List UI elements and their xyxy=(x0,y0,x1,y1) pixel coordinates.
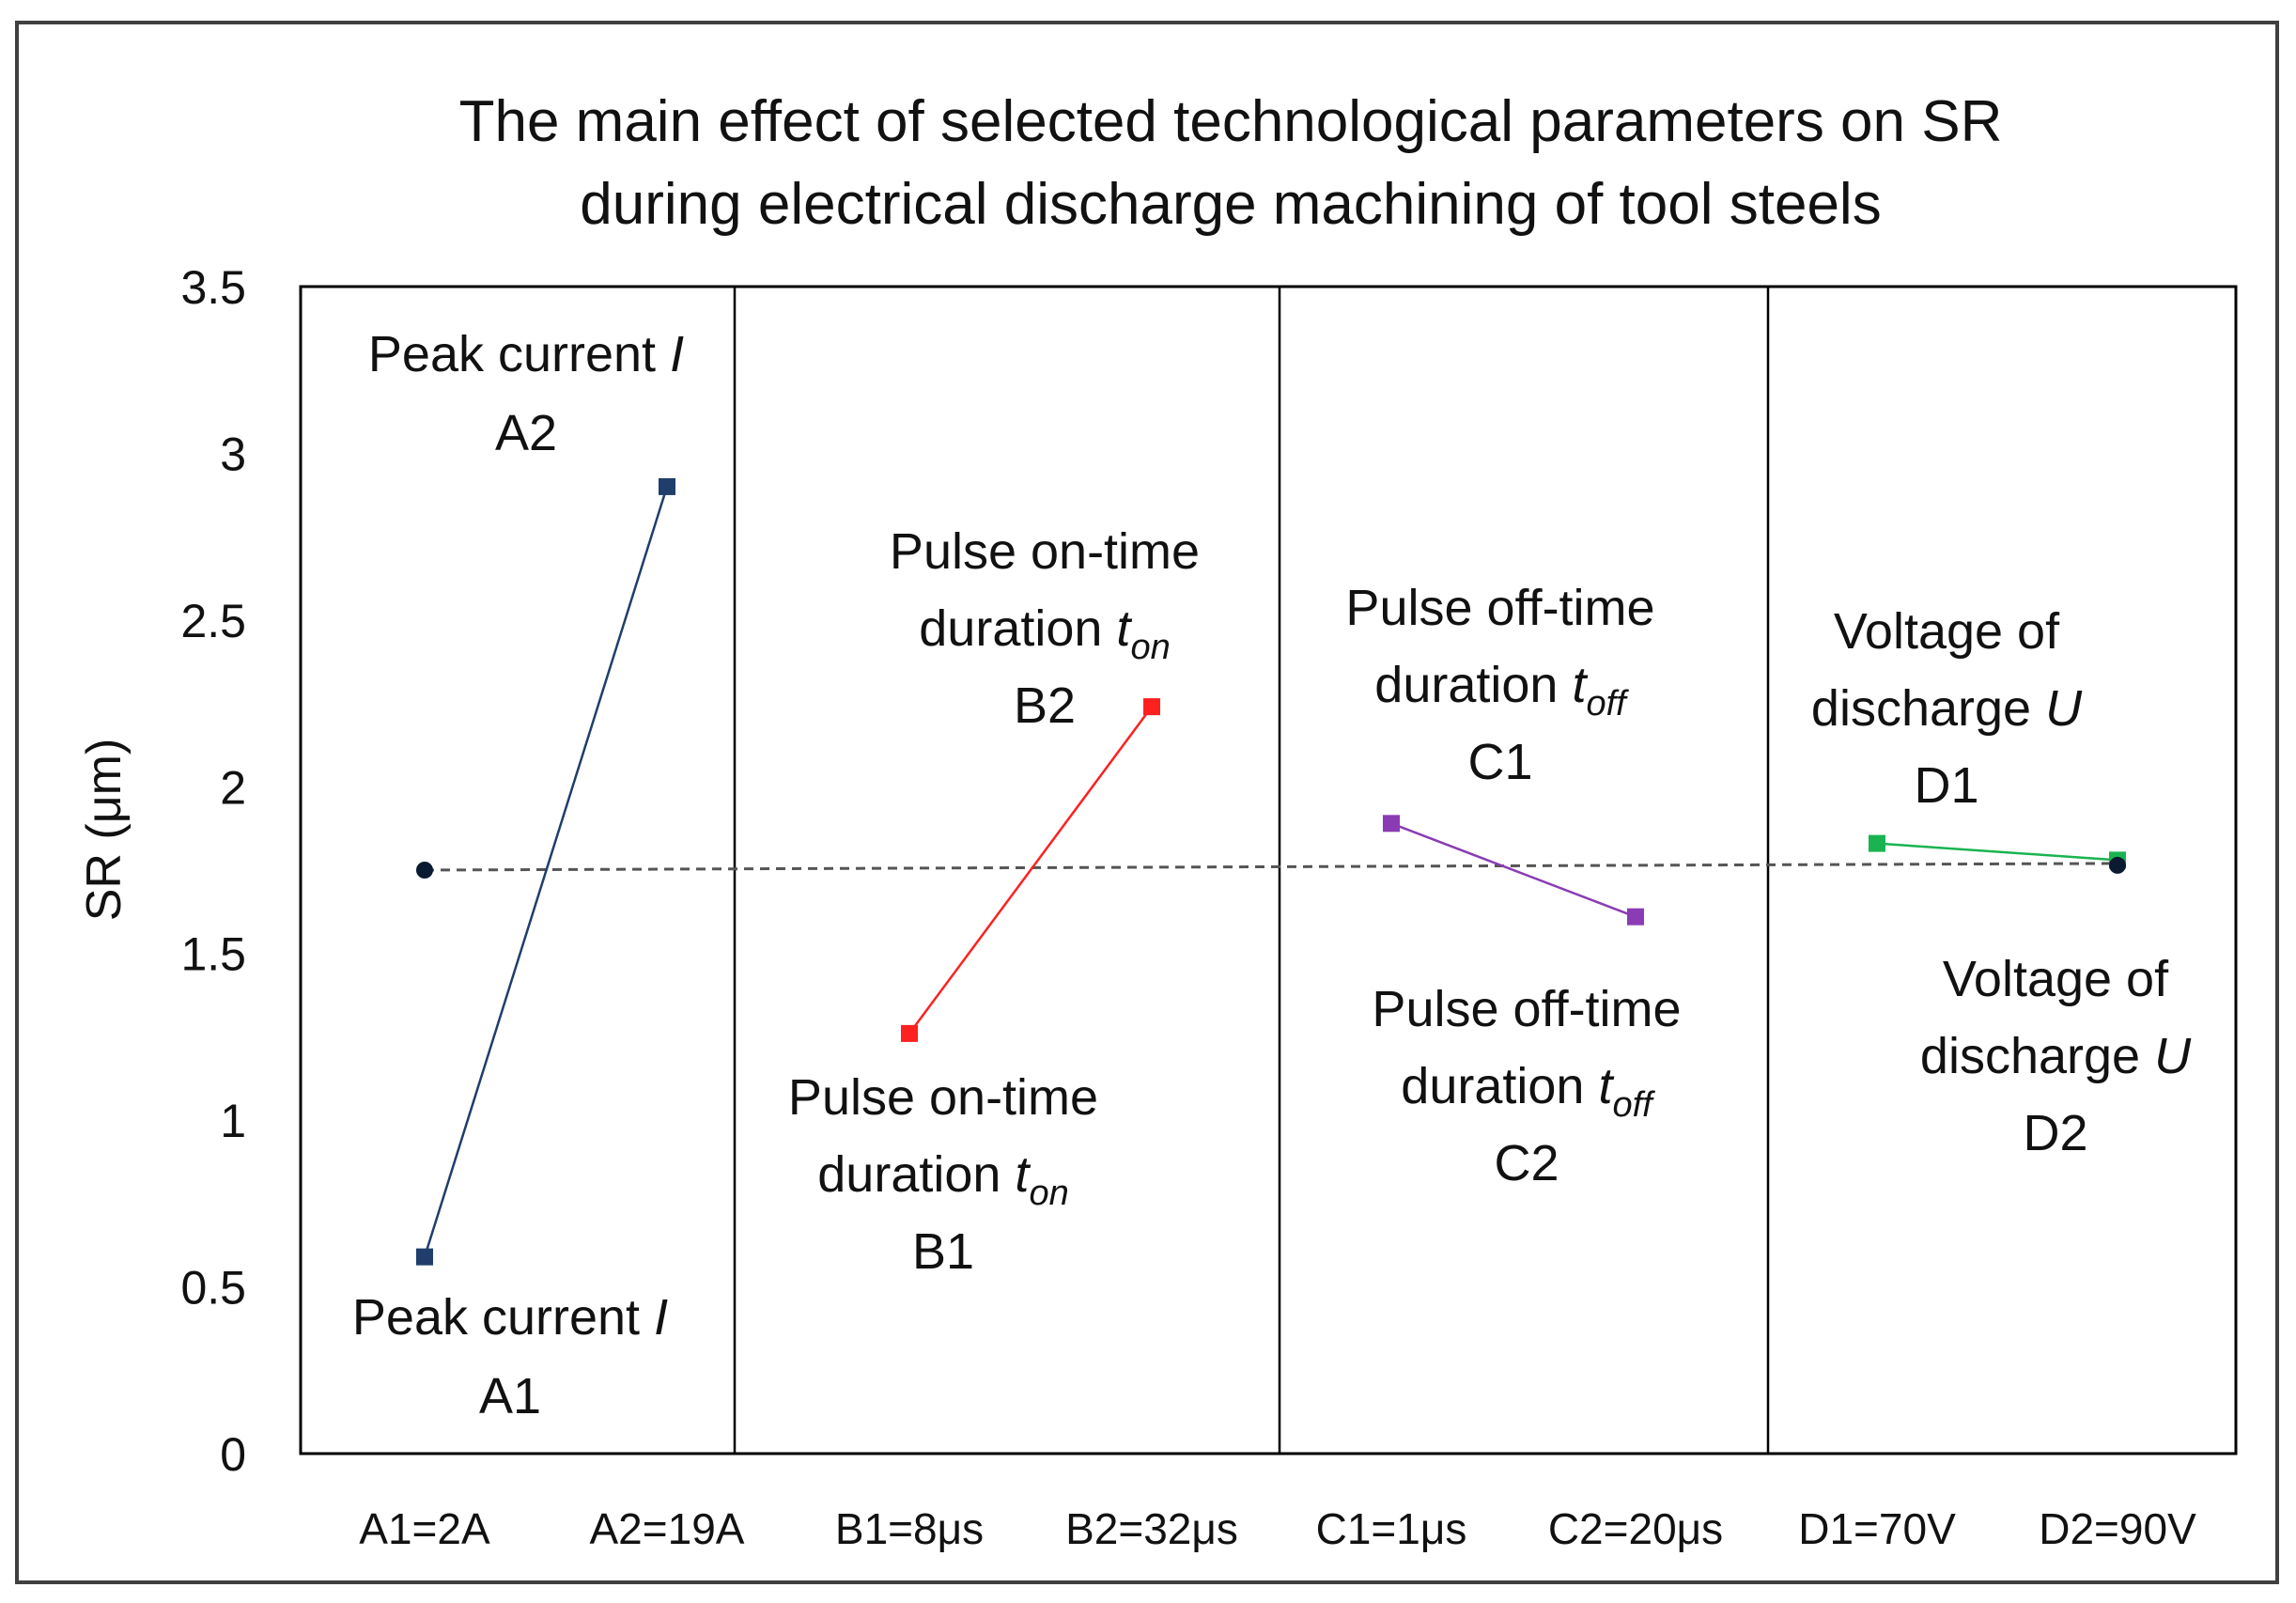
annotation-d2: Voltage of discharge U D2 xyxy=(1920,951,2192,1161)
x-tick-label: A2=19A xyxy=(590,1504,745,1553)
chart-title-line-1: The main effect of selected technologica… xyxy=(459,89,2003,154)
x-tick-label: D2=90V xyxy=(2039,1504,2196,1553)
annotation-d1-line-3: D1 xyxy=(1914,757,1978,814)
annotation-c1: Pulse off-time duration toff C1 xyxy=(1345,580,1654,790)
annotation-d2-line-1: Voltage of xyxy=(1943,951,2169,1007)
mean-dot-left xyxy=(416,862,433,879)
y-tick-label: 1 xyxy=(220,1095,246,1147)
data-point-A2=19A xyxy=(659,477,675,495)
annotation-d1-line-1: Voltage of xyxy=(1834,603,2060,660)
annotation-a2-line-1: Peak current I xyxy=(368,326,684,382)
annotation-a2: Peak current I A2 xyxy=(368,326,684,461)
series-line-1 xyxy=(423,486,669,1258)
series-line-2 xyxy=(908,706,1154,1035)
series-line-3 xyxy=(1390,822,1637,918)
y-tick-label: 0 xyxy=(220,1428,246,1481)
plot-border xyxy=(299,285,2238,1455)
annotation-a1-line-2: A1 xyxy=(479,1368,541,1424)
y-tick-label: 1.5 xyxy=(180,928,246,981)
annotation-b2-line-2: duration ton xyxy=(919,600,1170,667)
y-axis-label: SR (μm) xyxy=(77,739,132,922)
annotation-b2-line-1: Pulse on-time xyxy=(890,523,1200,580)
y-tick-label: 0.5 xyxy=(180,1262,246,1315)
y-tick-label: 2.5 xyxy=(180,595,246,647)
annotation-d1: Voltage of discharge U D1 xyxy=(1811,603,2083,814)
x-tick-label: C2=20μs xyxy=(1548,1504,1723,1553)
x-tick-label: B2=32μs xyxy=(1065,1504,1238,1553)
series-line-4 xyxy=(1876,842,2118,862)
annotation-c2: Pulse off-time duration toff C2 xyxy=(1372,981,1681,1191)
x-tick-label: A1=2A xyxy=(359,1504,490,1553)
annotation-c1-line-1: Pulse off-time xyxy=(1345,580,1654,636)
y-tick-label: 3 xyxy=(220,428,246,480)
data-point-C2=20μs xyxy=(1627,908,1644,926)
mean-dot-right xyxy=(2109,856,2126,874)
annotation-d2-line-3: D2 xyxy=(2023,1105,2087,1161)
data-point-D1=70V xyxy=(1869,834,1885,852)
annotation-b1: Pulse on-time duration ton B1 xyxy=(788,1069,1098,1280)
annotation-b2: Pulse on-time duration ton B2 xyxy=(890,523,1200,734)
annotation-c2-line-1: Pulse off-time xyxy=(1372,981,1681,1037)
annotation-d1-line-2: discharge U xyxy=(1811,680,2083,737)
data-point-A1=2A xyxy=(416,1248,433,1266)
y-tick-label: 3.5 xyxy=(180,261,246,314)
annotation-c1-line-2: duration toff xyxy=(1374,657,1629,724)
chart-frame xyxy=(15,21,2279,1584)
data-point-C1=1μs xyxy=(1383,815,1400,833)
chart-title-line-2: during electrical discharge machining of… xyxy=(580,172,1881,237)
annotation-b1-line-3: B1 xyxy=(912,1223,974,1280)
annotation-d2-line-2: discharge U xyxy=(1920,1028,2192,1084)
annotation-c2-line-3: C2 xyxy=(1494,1135,1559,1191)
annotation-c1-line-3: C1 xyxy=(1467,734,1532,790)
annotation-b2-line-3: B2 xyxy=(1014,677,1076,734)
x-tick-label: D1=70V xyxy=(1798,1504,1956,1553)
annotation-a2-line-2: A2 xyxy=(495,405,557,461)
annotation-a1-line-1: Peak current I xyxy=(352,1289,668,1346)
chart-title: The main effect of selected technologica… xyxy=(459,89,2003,237)
data-point-B2=32μs xyxy=(1143,698,1160,716)
plot-area: 0 0.5 1 1.5 2 2.5 3 3.5 A1=2A A2=19A B1=8μs B2=32μs… xyxy=(180,261,2238,1553)
annotation-b1-line-2: duration ton xyxy=(817,1146,1068,1213)
y-tick-label: 2 xyxy=(220,761,246,814)
mean-line xyxy=(424,862,2118,872)
x-tick-label: B1=8μs xyxy=(835,1504,984,1553)
annotation-a1: Peak current I A1 xyxy=(352,1289,668,1424)
annotation-b1-line-1: Pulse on-time xyxy=(788,1069,1098,1126)
x-tick-label: C1=1μs xyxy=(1316,1504,1467,1553)
annotation-c2-line-2: duration toff xyxy=(1401,1058,1655,1125)
data-point-B1=8μs xyxy=(901,1024,918,1042)
